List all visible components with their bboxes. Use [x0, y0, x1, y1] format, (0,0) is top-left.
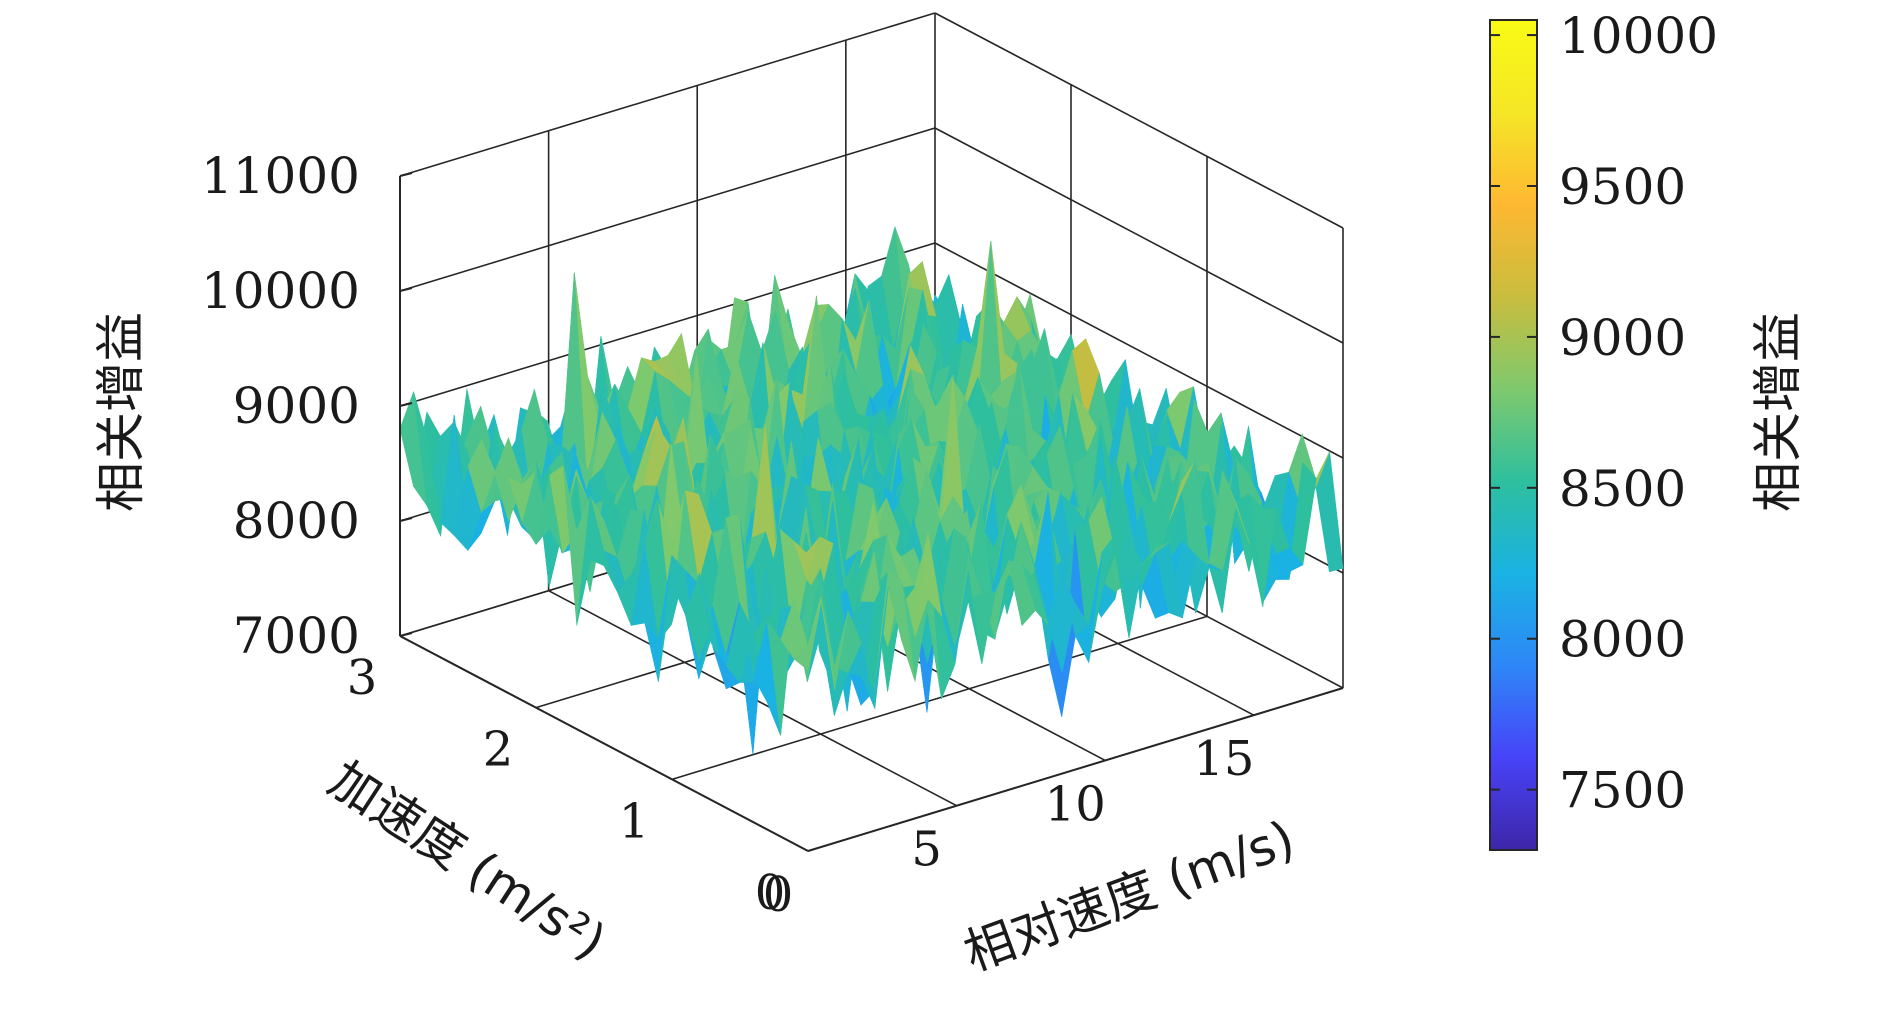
y-tick-label: 2 [483, 722, 514, 778]
grid-line-z [934, 12, 1344, 229]
z-tick-label: 7000 [233, 607, 360, 665]
z-tick-mark [399, 517, 413, 522]
z-tick-label: 9000 [233, 377, 360, 435]
z-tick-mark [399, 402, 413, 407]
grid-line-z [399, 127, 936, 292]
z-tick-label: 11000 [201, 147, 360, 205]
colorbar-ticks: 7500 8000 8500 9000 9500 10000 [1490, 7, 1718, 820]
surface-patch [793, 601, 822, 671]
z-tick-label: 10000 [201, 262, 360, 320]
y-tick-label: 1 [619, 793, 650, 849]
y-axis-ticks: 0 1 2 3 [347, 650, 786, 921]
colorbar-tick-label: 7500 [1559, 762, 1686, 820]
grid-line-z [934, 127, 1344, 344]
colorbar-tick-label: 10000 [1559, 7, 1718, 65]
colorbar-tick-label: 9500 [1559, 158, 1686, 216]
x-tick-label: 5 [911, 822, 942, 878]
colorbar-tick-label: 8500 [1559, 460, 1686, 518]
x-axis-label: 相对速度 (m/s) [956, 810, 1301, 983]
colorbar [1489, 19, 1538, 851]
x-tick-label: 10 [1045, 776, 1106, 832]
z-tick-mark [399, 287, 413, 292]
z-axis-label: 相关增益 [92, 312, 150, 512]
z-tick-mark [399, 632, 413, 637]
grid-line-z [934, 242, 1344, 459]
y-axis-label: 加速度 (m/s²) [319, 750, 616, 971]
grid-line-z [399, 12, 936, 177]
y-tick-label: 3 [347, 650, 378, 706]
y-axis-line [399, 635, 809, 852]
colorbar-label: 相关增益 [1749, 312, 1807, 512]
x-axis-line [807, 687, 1344, 852]
z-axis-ticks: 7000 8000 9000 10000 11000 [201, 147, 413, 665]
z-tick-label: 8000 [233, 492, 360, 550]
surface-patch [1315, 451, 1344, 573]
x-tick-label: 15 [1193, 731, 1254, 787]
y-tick-label: 0 [755, 865, 786, 921]
surface-plot [399, 226, 1344, 755]
x-tick-label: 0 [763, 867, 794, 923]
colorbar-tick-label: 9000 [1559, 309, 1686, 367]
colorbar-tick-label: 8000 [1559, 611, 1686, 669]
z-tick-mark [399, 172, 413, 177]
x-axis-ticks: 0 5 10 15 [763, 731, 1255, 923]
grid-line-y [671, 615, 1208, 781]
